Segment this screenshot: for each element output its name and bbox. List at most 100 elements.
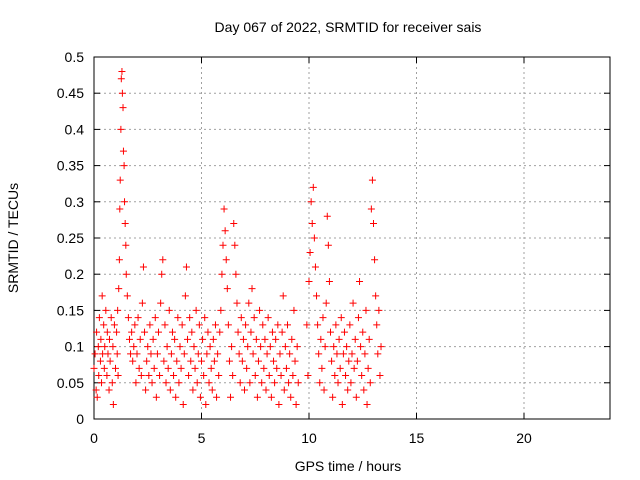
data-point [318,364,326,372]
data-point [207,364,215,372]
data-point [199,335,207,343]
data-point [141,328,149,336]
data-point [135,364,143,372]
data-point [354,314,362,322]
data-point [271,379,279,387]
x-tick-label: 10 [301,430,317,446]
data-point [263,350,271,358]
data-point [109,343,117,351]
data-point [359,328,367,336]
y-tick-label: 0.3 [65,194,85,210]
data-point [130,343,138,351]
data-point [244,343,252,351]
data-point [206,343,214,351]
data-point [136,335,144,343]
data-point [291,357,299,365]
y-tick-label: 0.5 [65,49,85,65]
data-point [118,89,126,97]
y-tick-label: 0.4 [65,121,85,137]
data-point [204,328,212,336]
axis-ticks: 0 0.05 0.1 0.15 0.2 0.25 0.3 0.35 0.4 0.45 0.5 0 5 10… [57,49,610,446]
data-point [284,321,291,329]
data-point [103,328,111,336]
data-point [221,227,229,235]
data-point [270,357,278,365]
data-point [121,220,129,228]
data-point [195,321,203,329]
data-point [151,314,159,322]
data-point [91,350,99,358]
data-point [196,393,204,401]
data-point [128,328,136,336]
data-point [348,350,356,358]
data-point [137,372,145,380]
data-point [353,357,361,365]
data-point [311,263,319,271]
data-point [279,292,287,300]
data-point [202,401,210,409]
data-point [176,343,184,351]
data-point [239,335,247,343]
data-point [252,335,260,343]
data-point [364,364,372,372]
data-point [345,357,353,365]
data-point [125,335,133,343]
data-point [377,343,385,351]
data-point [160,357,168,365]
plot-frame [93,56,611,420]
data-point [251,372,259,380]
data-point [117,125,125,133]
data-point [200,372,208,380]
data-point [119,104,127,112]
data-point [317,335,325,343]
data-point [164,364,172,372]
y-tick-label: 0.45 [57,85,84,101]
data-point [371,256,379,264]
data-point [96,357,104,365]
chart-title: Day 067 of 2022, SRMTID for receiver sai… [215,19,482,35]
data-point [325,277,333,285]
data-point [146,321,154,329]
data-point [319,314,327,322]
data-point [142,386,150,394]
data-point [363,401,371,409]
data-point [215,372,223,380]
data-point [260,364,268,372]
data-point [253,393,261,401]
data-point [198,357,205,365]
data-point [122,270,130,278]
data-point [218,270,226,278]
data-point [216,328,224,336]
data-point [303,321,311,329]
data-point [171,335,179,343]
data-point [282,364,290,372]
data-point [181,292,189,300]
data-point [179,401,187,409]
data-point [115,285,123,293]
data-point [134,314,142,322]
data-point [285,379,293,387]
data-point [308,220,316,228]
data-point [375,306,383,314]
data-point [287,393,295,401]
data-point [113,350,121,358]
data-point [138,299,146,307]
data-point [105,386,113,394]
data-point [161,321,169,329]
data-point [124,314,132,322]
data-point [189,386,197,394]
data-point [95,372,103,380]
data-point [248,285,256,293]
data-point [223,285,231,293]
data-point [177,364,185,372]
data-point [220,205,228,213]
data-point [158,270,166,278]
y-tick-label: 0.2 [65,266,85,282]
data-point [310,234,318,242]
data-point [186,314,194,322]
data-point [139,263,147,271]
data-point [166,386,174,394]
data-point [256,306,264,314]
data-point [346,321,354,329]
data-point [185,372,193,380]
